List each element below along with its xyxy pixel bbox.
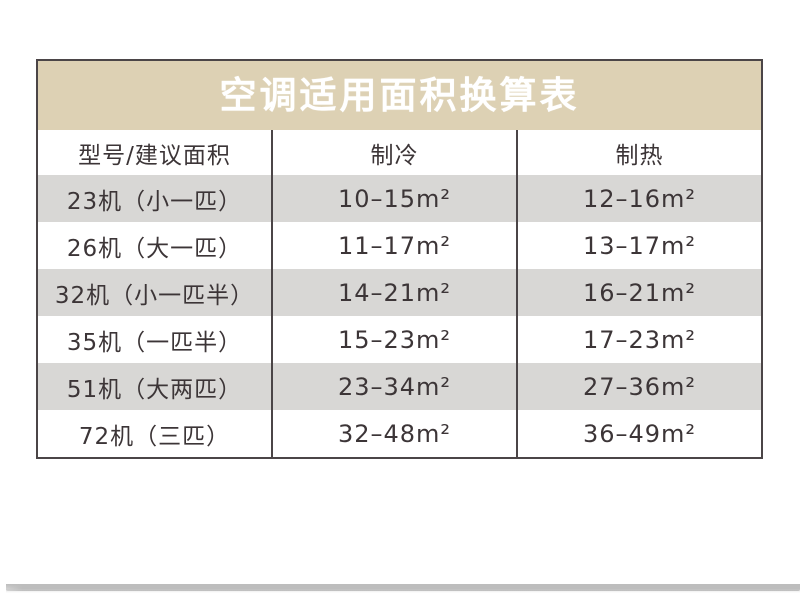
ac-area-conversion-table: 空调适用面积换算表 型号/建议面积 制冷 制热 23机（小一匹） 10–15m²… [36,59,763,459]
table-title-bar: 空调适用面积换算表 [38,61,761,130]
cell-heating: 17–23m² [516,316,761,363]
header-heating: 制热 [516,130,761,175]
cell-heating: 16–21m² [516,269,761,316]
table-row: 32机（小一匹半） 14–21m² 16–21m² [38,269,761,316]
table-header-row: 型号/建议面积 制冷 制热 [38,130,761,175]
table-row: 35机（一匹半） 15–23m² 17–23m² [38,316,761,363]
header-cooling: 制冷 [271,130,516,175]
cell-cooling: 15–23m² [271,316,516,363]
cell-cooling: 10–15m² [271,175,516,222]
table-row: 51机（大两匹） 23–34m² 27–36m² [38,363,761,410]
cell-model: 26机（大一匹） [66,235,243,262]
header-model: 型号/建议面积 [78,142,231,169]
table-title: 空调适用面积换算表 [219,74,580,117]
cell-model: 23机（小一匹） [66,188,243,215]
cell-heating: 27–36m² [516,363,761,410]
table-row: 26机（大一匹） 11–17m² 13–17m² [38,222,761,269]
page-bottom-shadow-fade [6,589,800,593]
cell-heating: 12–16m² [516,175,761,222]
cell-model: 32机（小一匹半） [54,282,255,309]
cell-model: 51机（大两匹） [66,376,243,403]
cell-heating: 36–49m² [516,410,761,457]
cell-cooling: 23–34m² [271,363,516,410]
cell-cooling: 32–48m² [271,410,516,457]
cell-cooling: 11–17m² [271,222,516,269]
table-row: 72机（三匹） 32–48m² 36–49m² [38,410,761,457]
table-row: 23机（小一匹） 10–15m² 12–16m² [38,175,761,222]
cell-model: 72机（三匹） [78,423,231,450]
cell-cooling: 14–21m² [271,269,516,316]
cell-model: 35机（一匹半） [66,329,243,356]
cell-heating: 13–17m² [516,222,761,269]
page-bottom-shadow [6,584,800,591]
